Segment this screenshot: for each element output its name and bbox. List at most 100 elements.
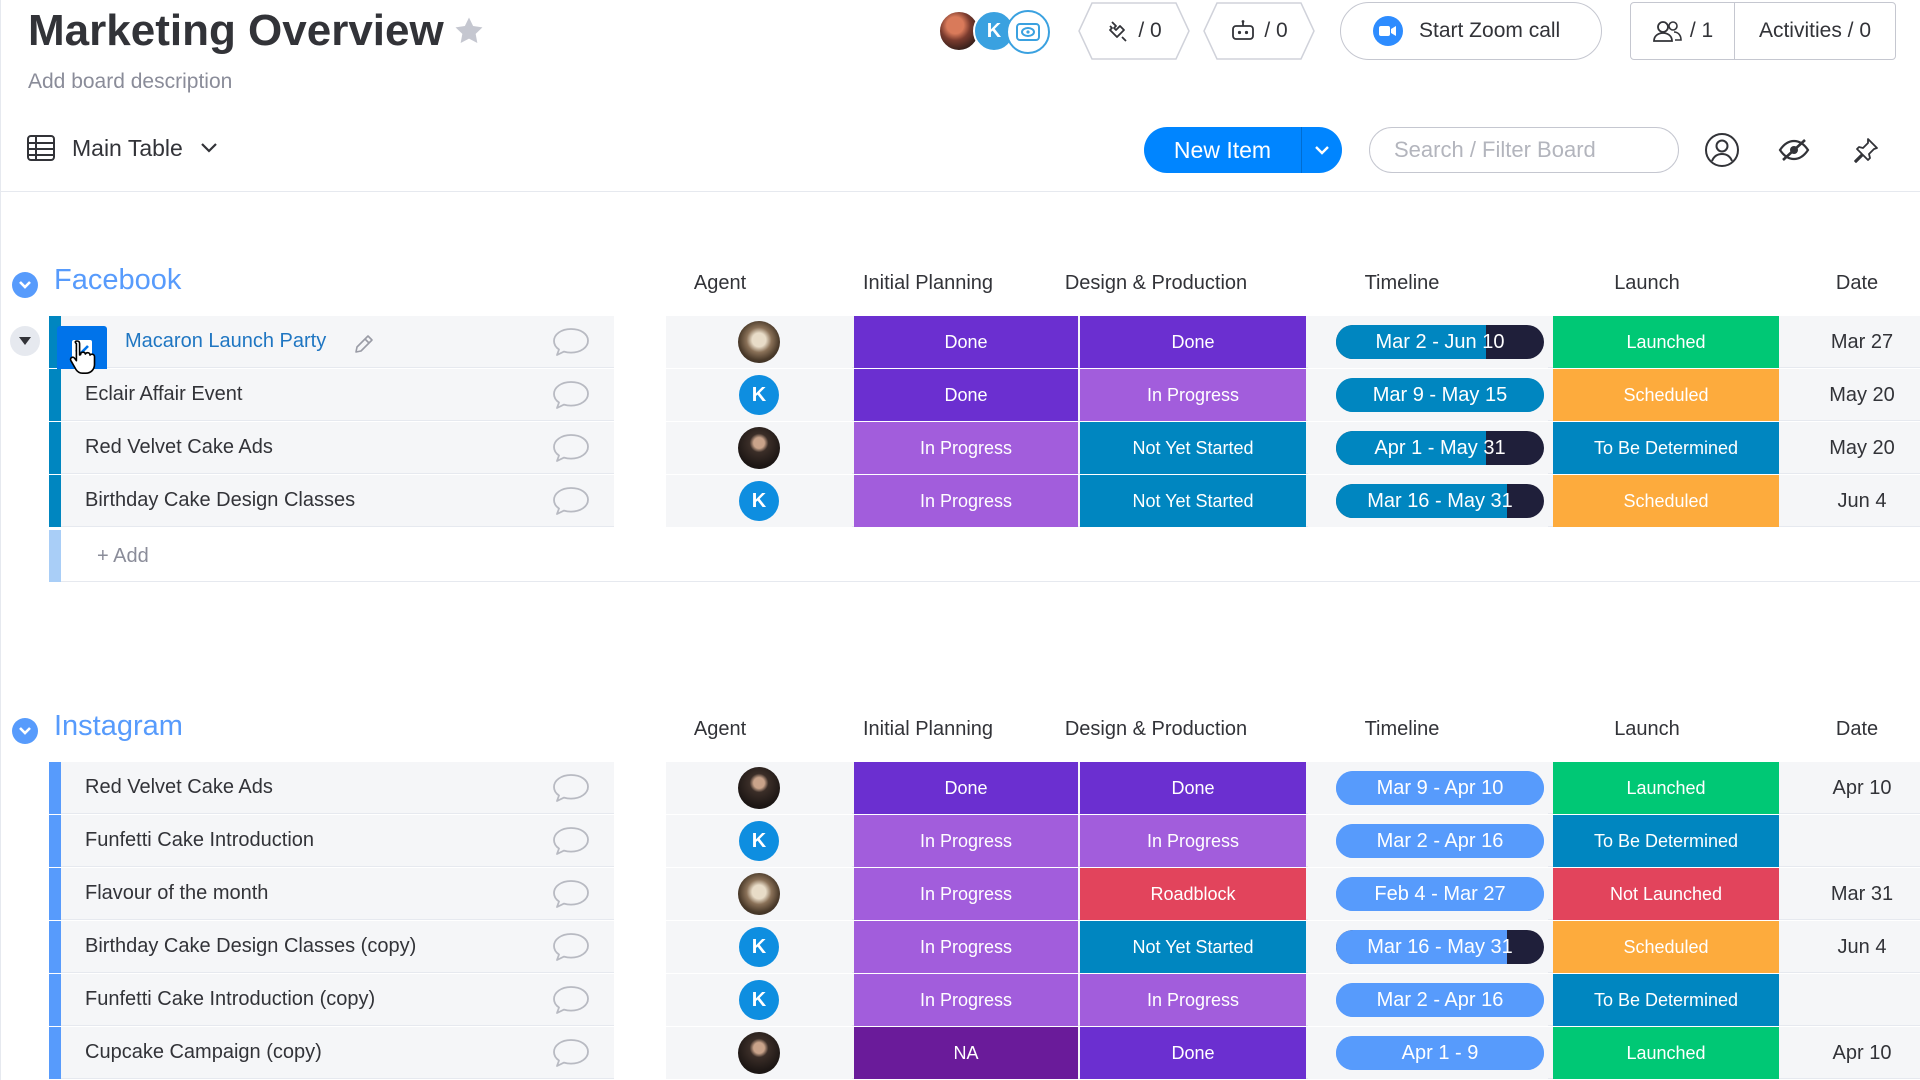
date-cell[interactable]: Mar 27 [1830, 330, 1894, 353]
agent-cell[interactable]: K [666, 369, 852, 421]
item-name[interactable]: Red Velvet Cake Ads [85, 436, 273, 458]
integrations-button[interactable]: / 0 [1078, 2, 1190, 60]
timeline-pill[interactable]: Feb 4 - Mar 27 [1336, 877, 1544, 911]
timeline-pill[interactable]: Mar 2 - Apr 16 [1336, 983, 1544, 1017]
comment-bubble-icon[interactable] [551, 1037, 591, 1069]
table-row[interactable]: Red Velvet Cake Ads In Progress Not Yet St… [49, 422, 1920, 474]
agent-cell[interactable]: K [666, 921, 852, 973]
start-zoom-call-button[interactable]: Start Zoom call [1340, 2, 1602, 60]
item-name[interactable]: Red Velvet Cake Ads [85, 776, 273, 798]
timeline-cell[interactable]: Apr 1 - 9 [1308, 1027, 1548, 1079]
item-name[interactable]: Funfetti Cake Introduction (copy) [85, 988, 376, 1010]
automations-button[interactable]: / 0 [1203, 2, 1315, 60]
agent-avatar-k[interactable]: K [739, 481, 779, 521]
table-row[interactable]: Funfetti Cake Introduction K In Progress In… [49, 815, 1920, 867]
agent-cell[interactable]: K [666, 974, 852, 1026]
initial-planning-status[interactable]: Done [854, 369, 1078, 421]
column-header-launch[interactable]: Launch [1614, 718, 1680, 740]
design-production-status[interactable]: Done [1080, 762, 1306, 814]
agent-avatar-woman[interactable] [738, 1032, 780, 1074]
timeline-pill[interactable]: Mar 9 - Apr 10 [1336, 771, 1544, 805]
agent-cell[interactable] [666, 1027, 852, 1079]
column-header-design-production[interactable]: Design & Production [1064, 718, 1248, 740]
timeline-cell[interactable]: Mar 9 - May 15 [1308, 369, 1548, 421]
comment-bubble-icon[interactable] [551, 485, 591, 517]
agent-cell[interactable] [666, 316, 852, 368]
comment-bubble-icon[interactable] [551, 432, 591, 464]
initial-planning-status[interactable]: In Progress [854, 974, 1078, 1026]
date-cell[interactable]: May 20 [1829, 383, 1895, 406]
launch-status[interactable]: Not Launched [1553, 868, 1779, 920]
group-collapse-toggle[interactable] [12, 718, 38, 744]
person-filter-button[interactable] [1702, 130, 1742, 170]
design-production-status[interactable]: Done [1080, 1027, 1306, 1079]
group-collapse-toggle[interactable] [12, 272, 38, 298]
column-header-initial-planning[interactable]: Initial Planning [862, 718, 994, 740]
launch-status[interactable]: Launched [1553, 1027, 1779, 1079]
timeline-pill[interactable]: Mar 2 - Jun 10 [1336, 325, 1544, 359]
launch-status[interactable]: Scheduled [1553, 369, 1779, 421]
comment-bubble-icon[interactable] [551, 326, 591, 358]
design-production-status[interactable]: Done [1080, 316, 1306, 368]
agent-avatar-k[interactable]: K [739, 980, 779, 1020]
comment-bubble-icon[interactable] [551, 984, 591, 1016]
new-item-button[interactable]: New Item [1144, 127, 1342, 173]
design-production-status[interactable]: In Progress [1080, 369, 1306, 421]
timeline-cell[interactable]: Mar 2 - Jun 10 [1308, 316, 1548, 368]
timeline-cell[interactable]: Apr 1 - May 31 [1308, 422, 1548, 474]
comment-bubble-icon[interactable] [551, 825, 591, 857]
new-item-dropdown[interactable] [1302, 127, 1342, 173]
timeline-cell[interactable]: Mar 2 - Apr 16 [1308, 815, 1548, 867]
agent-avatar-k[interactable]: K [739, 821, 779, 861]
agent-avatar-dog[interactable] [738, 321, 780, 363]
group-title[interactable]: Facebook [54, 264, 182, 296]
table-row[interactable]: Flavour of the month In Progress Roadblock… [49, 868, 1920, 920]
add-item-row[interactable]: + Add [49, 530, 1920, 582]
table-row[interactable]: Macaron Launch Party Done Done Mar 2 - Jun … [49, 316, 1920, 374]
view-selector[interactable]: Main Table [26, 134, 219, 162]
table-row[interactable]: Birthday Cake Design Classes K In Progress… [49, 475, 1920, 527]
launch-status[interactable]: Launched [1553, 762, 1779, 814]
design-production-status[interactable]: Roadblock [1080, 868, 1306, 920]
launch-status[interactable]: To Be Determined [1553, 422, 1779, 474]
agent-avatar-woman[interactable] [738, 427, 780, 469]
comment-bubble-icon[interactable] [551, 379, 591, 411]
column-header-design-production[interactable]: Design & Production [1064, 272, 1248, 294]
column-header-initial-planning[interactable]: Initial Planning [862, 272, 994, 294]
launch-status[interactable]: To Be Determined [1553, 815, 1779, 867]
column-header-timeline[interactable]: Timeline [1364, 272, 1440, 294]
initial-planning-status[interactable]: In Progress [854, 868, 1078, 920]
table-row[interactable]: Cupcake Campaign (copy) NA Done Apr 1 - 9 La… [49, 1027, 1920, 1079]
timeline-pill[interactable]: Apr 1 - May 31 [1336, 431, 1544, 465]
column-header-agent[interactable]: Agent [693, 718, 747, 740]
group-title[interactable]: Instagram [54, 710, 183, 742]
timeline-pill[interactable]: Mar 2 - Apr 16 [1336, 824, 1544, 858]
item-name[interactable]: Eclair Affair Event [85, 383, 243, 405]
activities-button[interactable]: Activities / 0 [1735, 3, 1895, 59]
date-cell[interactable]: Jun 4 [1837, 935, 1887, 958]
comment-bubble-icon[interactable] [551, 772, 591, 804]
date-cell[interactable]: Apr 10 [1832, 776, 1892, 799]
user-avatar-k[interactable]: K [973, 10, 1015, 52]
agent-cell[interactable] [666, 868, 852, 920]
launch-status[interactable]: To Be Determined [1553, 974, 1779, 1026]
date-cell[interactable]: Jun 4 [1837, 489, 1887, 512]
agent-cell[interactable] [666, 762, 852, 814]
board-subscribers[interactable]: K [938, 8, 1058, 54]
design-production-status[interactable]: In Progress [1080, 815, 1306, 867]
launch-status[interactable]: Scheduled [1553, 475, 1779, 527]
item-name[interactable]: Cupcake Campaign (copy) [85, 1041, 322, 1063]
initial-planning-status[interactable]: NA [854, 1027, 1078, 1079]
item-name[interactable]: Macaron Launch Party [125, 330, 327, 352]
timeline-cell[interactable]: Mar 9 - Apr 10 [1308, 762, 1548, 814]
initial-planning-status[interactable]: In Progress [854, 815, 1078, 867]
timeline-cell[interactable]: Mar 16 - May 31 [1308, 475, 1548, 527]
timeline-cell[interactable]: Mar 2 - Apr 16 [1308, 974, 1548, 1026]
item-name[interactable]: Funfetti Cake Introduction [85, 829, 315, 851]
column-header-date[interactable]: Date [1835, 718, 1879, 740]
initial-planning-status[interactable]: In Progress [854, 475, 1078, 527]
row-expand-toggle[interactable] [10, 326, 40, 356]
launch-status[interactable]: Scheduled [1553, 921, 1779, 973]
agent-avatar-woman[interactable] [738, 767, 780, 809]
design-production-status[interactable]: Not Yet Started [1080, 921, 1306, 973]
